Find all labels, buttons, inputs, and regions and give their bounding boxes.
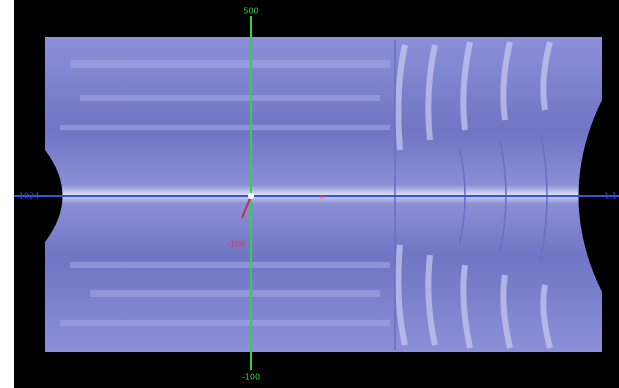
center-marker: × <box>319 193 326 202</box>
viewport: × 500 -100 -1024 1.1 -100 <box>0 0 619 388</box>
right-label: 1.1 <box>604 192 617 201</box>
origin <box>248 193 254 199</box>
top-label: 500 <box>243 7 258 16</box>
left-label: -1024 <box>16 192 39 201</box>
bottom-label: -100 <box>242 373 260 382</box>
page: {"labels": {"top": "500", "bottom": "-10… <box>0 0 619 388</box>
origin-label: -100 <box>227 240 245 249</box>
